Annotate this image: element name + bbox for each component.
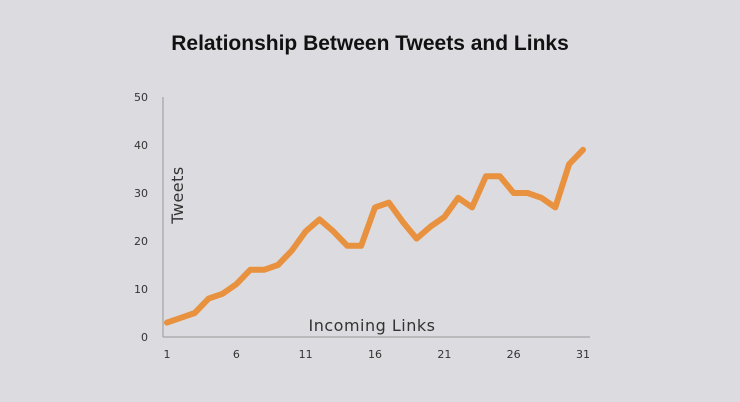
chart-title: Relationship Between Tweets and Links xyxy=(171,32,569,55)
x-tick-label: 6 xyxy=(233,348,240,361)
x-tick-label: 11 xyxy=(299,348,313,361)
x-tick-label: 21 xyxy=(437,348,451,361)
x-tick-label: 16 xyxy=(368,348,382,361)
y-tick-label: 20 xyxy=(134,235,148,248)
y-tick-label: 10 xyxy=(134,283,148,296)
series-line-tweets xyxy=(164,146,586,326)
y-axis-label: Tweets xyxy=(168,166,187,225)
x-tick-label: 31 xyxy=(576,348,590,361)
x-axis-label: Incoming Links xyxy=(309,316,436,335)
x-tick-label: 26 xyxy=(507,348,521,361)
y-tick-label: 50 xyxy=(134,91,148,104)
y-tick-label: 40 xyxy=(134,139,148,152)
x-tick-label: 1 xyxy=(164,348,171,361)
y-tick-label: 30 xyxy=(134,187,148,200)
y-tick-label: 0 xyxy=(141,331,148,344)
